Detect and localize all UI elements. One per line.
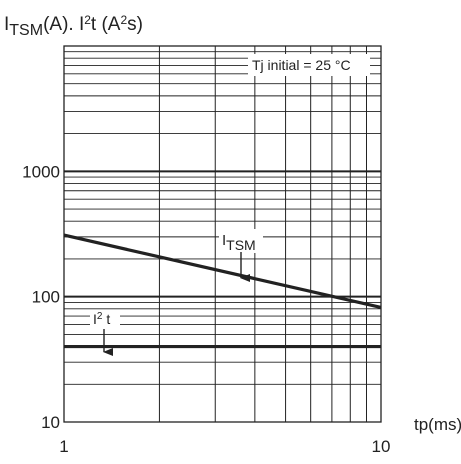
i2t-series-label: I2 t: [93, 311, 110, 327]
chart-title: ITSM(A). I2t (A2s): [4, 13, 143, 39]
itsm-series-label: ITSM: [222, 232, 256, 253]
i2t-label-background: [90, 310, 120, 328]
title-superscript: 2: [84, 13, 91, 27]
x-axis-label: tp(ms): [414, 415, 461, 434]
tick-labels: 10 100 1000 1 10: [22, 162, 390, 456]
y-tick-label: 100: [32, 288, 60, 307]
x-tick-label: 10: [372, 437, 391, 456]
title-subscript: TSM: [9, 22, 43, 39]
title-rest: (A). I: [43, 14, 84, 35]
y-tick-label: 10: [41, 413, 60, 432]
itsm-label-main: I: [222, 232, 226, 249]
title-main: I: [4, 14, 9, 35]
i2t-label-superscript: 2: [97, 311, 103, 322]
i2t-label-rest: t: [102, 311, 110, 327]
series-lines: [63, 233, 382, 349]
itsm-curve: [63, 233, 382, 310]
y-tick-label: 1000: [22, 162, 60, 181]
annotation-background: [248, 54, 370, 76]
title-rest-2: t (A: [91, 14, 121, 35]
title-rest-3: s): [127, 14, 143, 35]
annotation-text: Tj initial = 25 °C: [252, 57, 351, 73]
i2t-label-main: I: [93, 311, 97, 327]
x-tick-label: 1: [59, 437, 68, 456]
title-superscript-2: 2: [120, 13, 127, 27]
plot-frame: [63, 45, 382, 423]
itsm-label-background: [219, 229, 263, 253]
itsm-label-subscript: TSM: [226, 237, 256, 253]
